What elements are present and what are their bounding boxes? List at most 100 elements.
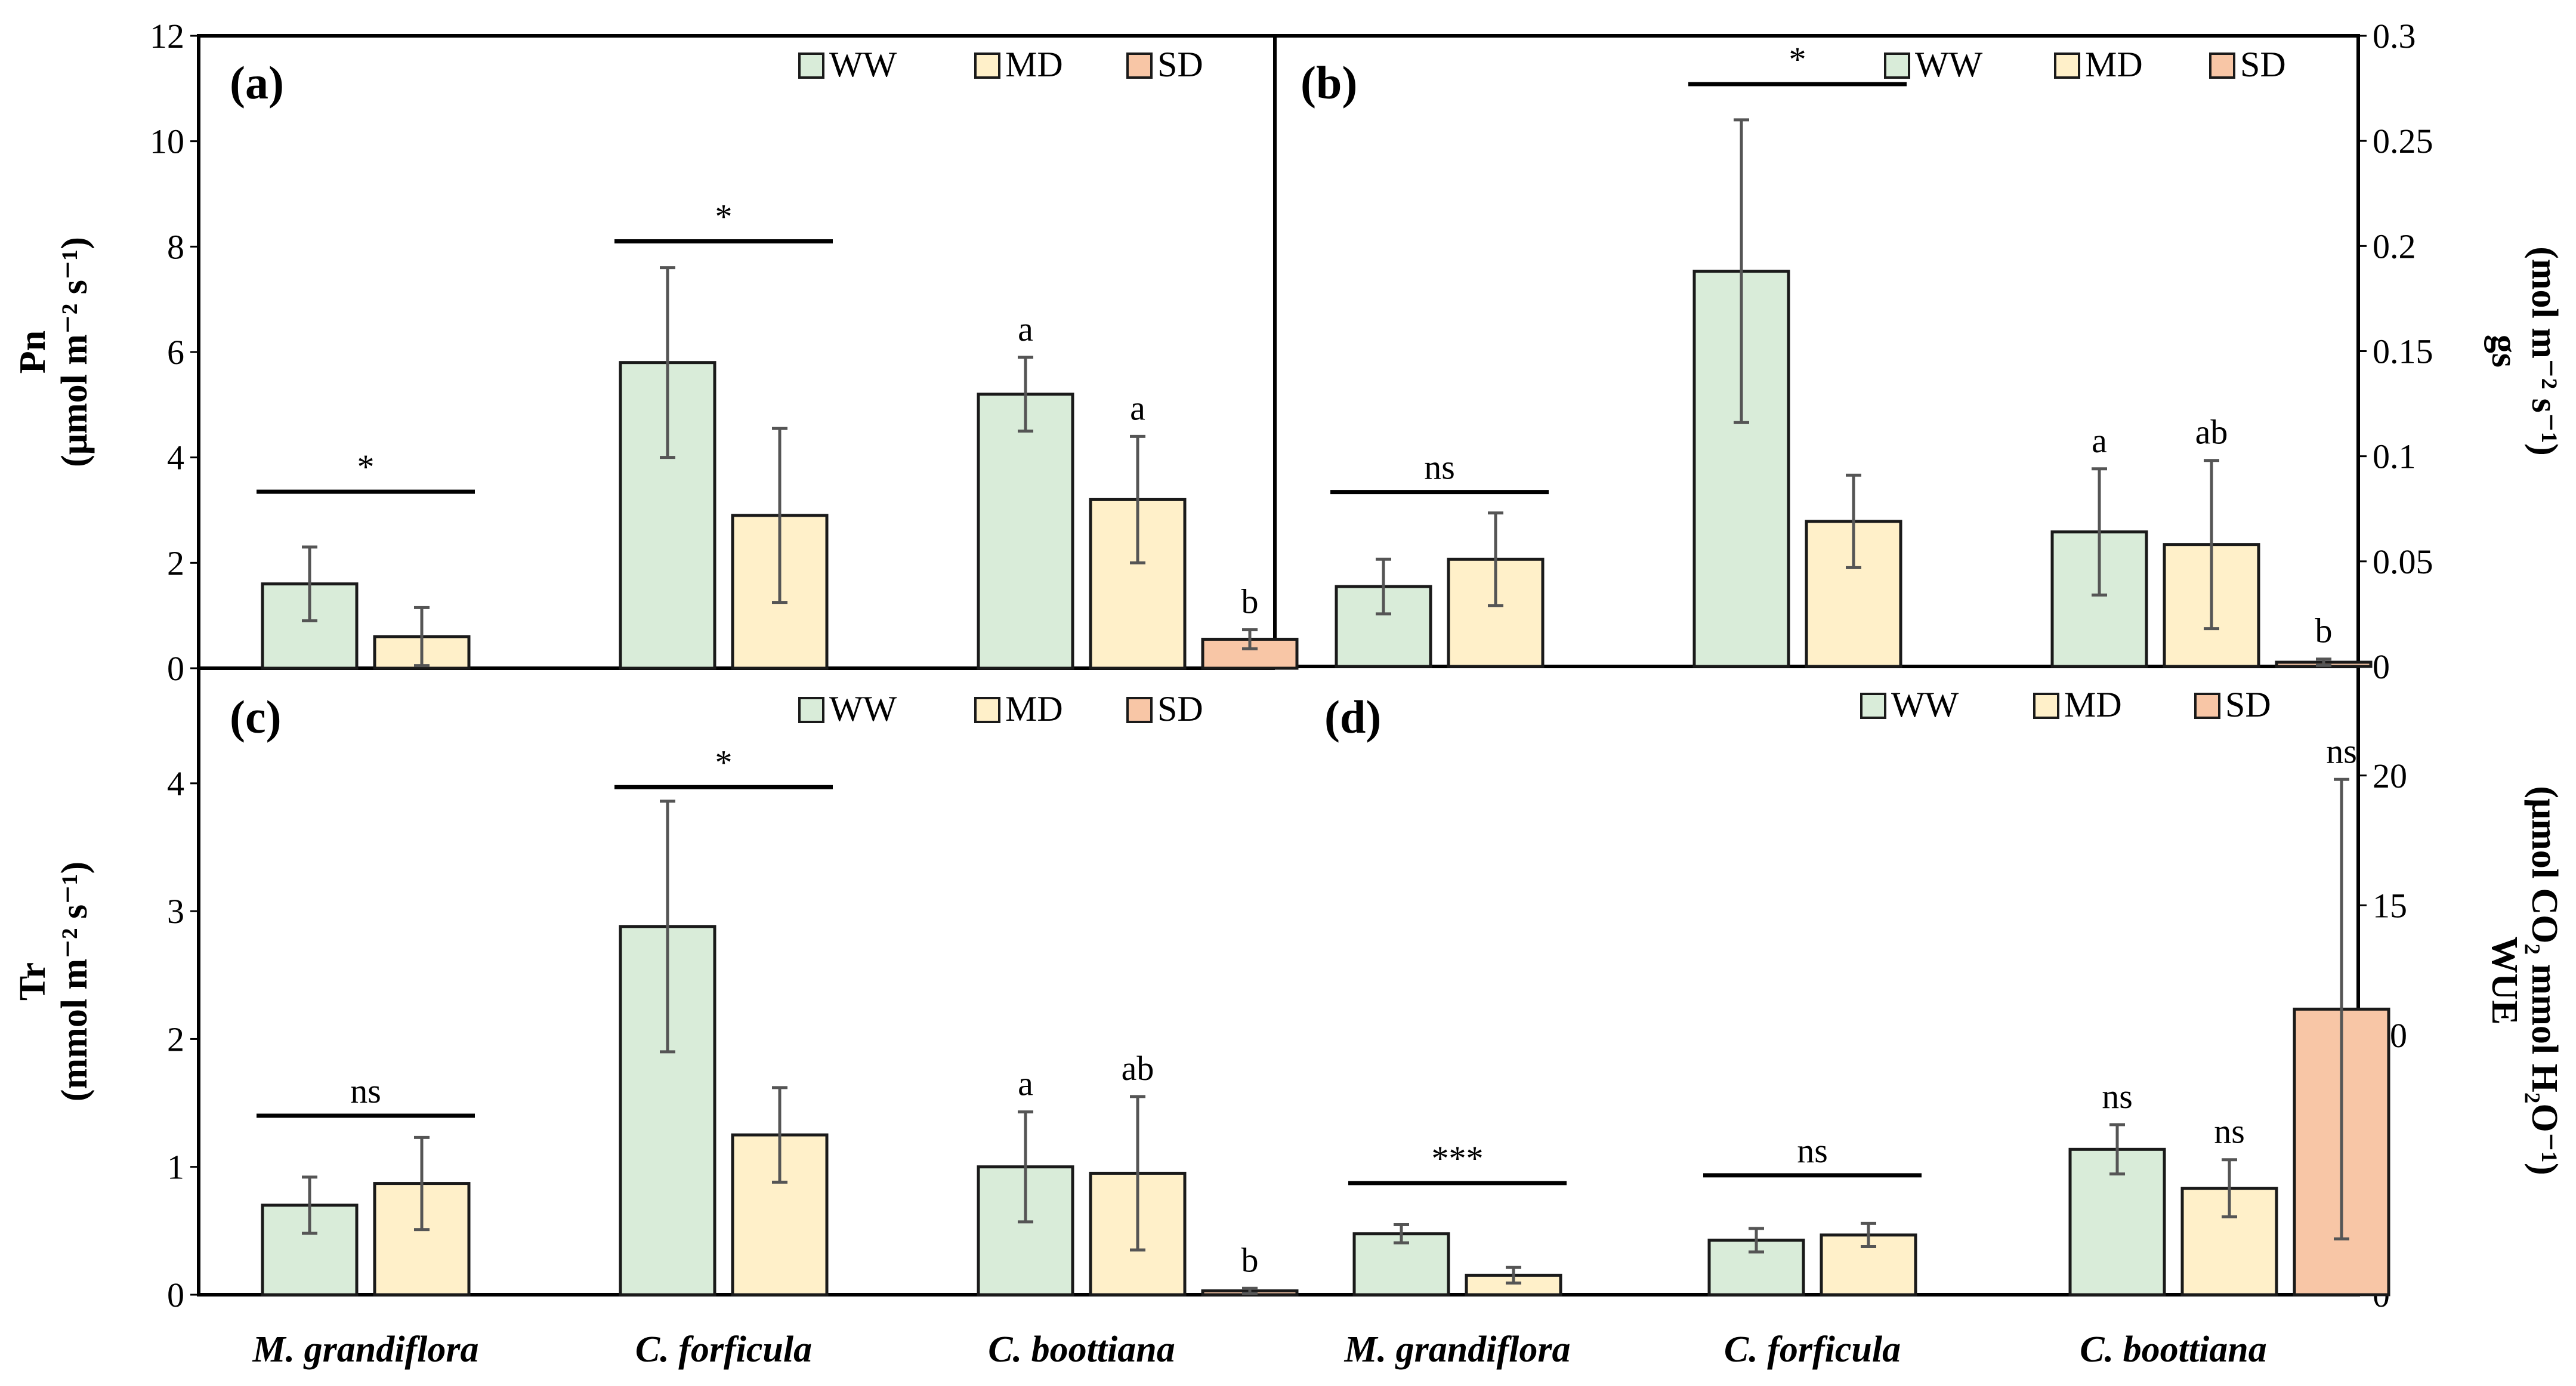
legend-swatch-ww — [1860, 693, 1886, 719]
significance-letter: b — [1241, 582, 1259, 621]
y-axis-ticks-c: 0 1 2 3 4 — [167, 764, 199, 1314]
y-tick-label: 20 — [2373, 757, 2407, 795]
significance-letter: b — [1241, 1240, 1259, 1279]
bar-ww — [2050, 530, 2148, 668]
category-group — [2050, 459, 2373, 668]
y-tick-label: 0 — [167, 649, 184, 688]
bar-ww — [1707, 1239, 1805, 1297]
panel-d: 05101520WUE(μmol CO₂ mmol H₂O⁻¹)(d)WWMDS… — [1324, 685, 2565, 1314]
legend-b: WW MD SD — [1884, 45, 2286, 84]
y-axis-title: Pn — [13, 331, 53, 373]
x-tick-label: C. boottiana — [2080, 1329, 2267, 1370]
significance-letter: a — [1018, 1064, 1033, 1103]
category-group — [2068, 777, 2390, 1297]
legend-swatch-sd — [2209, 53, 2235, 79]
y-tick-label: 6 — [167, 333, 184, 372]
panel-c: 0 1 2 3 4 Tr (mmol m⁻² s⁻¹) (c) WW MD SD ns * a ab b — [13, 689, 1299, 1314]
y-tick-label: 0.25 — [2373, 122, 2433, 160]
legend-swatch-sd — [1126, 697, 1153, 723]
panel-label: (b) — [1301, 57, 1357, 109]
significance-label: ns — [350, 1072, 381, 1110]
significance-letter: ab — [1122, 1049, 1154, 1088]
bar-ww — [977, 393, 1074, 670]
panel-label: (c) — [230, 691, 282, 743]
category-group — [1335, 511, 1545, 668]
bar-md — [1805, 520, 1902, 668]
category-group — [1352, 1223, 1562, 1297]
y-tick-label: 2 — [167, 1020, 184, 1058]
y-tick-label: 4 — [167, 764, 184, 803]
legend-d: WW MD SD — [1860, 685, 2271, 724]
y-tick-label: 3 — [167, 892, 184, 931]
category-group — [1692, 118, 1902, 668]
y-axis-unit: (mol m⁻² s⁻¹) — [2524, 246, 2565, 456]
legend-swatch-ww — [1884, 53, 1910, 79]
panel-label: (a) — [230, 57, 284, 109]
category-group — [977, 1095, 1299, 1297]
y-tick-label: 0.3 — [2373, 17, 2416, 55]
x-tick-label: M. grandiflora — [1344, 1329, 1571, 1370]
y-tick-label: 0.05 — [2373, 542, 2433, 581]
significance-label: ns — [1797, 1131, 1828, 1170]
y-tick-label: 15 — [2373, 886, 2407, 925]
legend-label-ww: WW — [1891, 685, 1959, 724]
y-tick-label: 0.15 — [2373, 332, 2433, 371]
legend-swatch-sd — [2194, 693, 2220, 719]
x-axis-labels-d: M. grandiflora C. forficula C. boottiana — [1344, 1329, 2267, 1370]
category-group — [261, 1135, 471, 1297]
y-tick-label: 4 — [167, 439, 184, 477]
legend-label-ww: WW — [829, 689, 897, 729]
panel-label: (d) — [1324, 691, 1381, 743]
legend-swatch-ww — [798, 53, 824, 79]
y-tick-label: 0.2 — [2373, 227, 2416, 266]
legend-swatch-md — [2033, 693, 2059, 719]
y-tick-label: 1 — [167, 1148, 184, 1187]
panel-a: 0 2 4 6 8 10 12 Pn (μmol m⁻² s⁻¹) (a) WW MD SD * * a a b — [13, 17, 1299, 688]
legend-label-sd: SD — [1157, 45, 1203, 84]
y-axis-unit: (μmol m⁻² s⁻¹) — [54, 237, 95, 467]
y-tick-label: 12 — [150, 17, 184, 55]
y-axis-title: Tr — [13, 962, 53, 1001]
significance-letter: a — [2092, 421, 2107, 460]
legend-swatch-md — [2054, 53, 2080, 79]
significance-letter: ns — [2326, 731, 2357, 770]
y-tick-label: 0 — [2373, 647, 2390, 686]
significance-letter: b — [2315, 612, 2333, 650]
y-axis-title: WUE — [2484, 936, 2525, 1024]
legend-label-sd: SD — [2240, 45, 2286, 84]
significance-letter: a — [1018, 310, 1033, 348]
significance-letter: a — [1130, 388, 1145, 427]
legend-label-md: MD — [1005, 45, 1063, 84]
x-tick-label: M. grandiflora — [252, 1329, 479, 1370]
panel-b: 0 0.05 0.1 0.15 0.2 0.25 0.3 gs (mol m⁻² s⁻¹) (b)… — [1301, 17, 2565, 686]
legend-swatch-md — [974, 697, 1000, 723]
legend-label-sd: SD — [2225, 685, 2271, 724]
category-group — [977, 356, 1299, 670]
legend-label-md: MD — [2064, 685, 2122, 724]
legend-swatch-ww — [798, 697, 824, 723]
significance-letter: ab — [2195, 413, 2228, 452]
y-axis-ticks-b: 0 0.05 0.1 0.15 0.2 0.25 0.3 — [2358, 17, 2433, 686]
x-tick-label: C. forficula — [1724, 1329, 1901, 1370]
category-group — [1707, 1221, 1917, 1297]
legend-a: WW MD SD — [798, 45, 1203, 84]
significance-label: * — [1789, 40, 1806, 79]
significance-letter: ns — [2102, 1077, 2133, 1116]
significance-letter: ns — [2214, 1112, 2245, 1151]
y-axis-title: gs — [2484, 335, 2525, 368]
significance-label: * — [357, 447, 375, 486]
significance-label: * — [715, 197, 733, 236]
significance-label: *** — [1432, 1139, 1484, 1178]
legend-label-md: MD — [1005, 689, 1063, 729]
legend-c: WW MD SD — [798, 689, 1203, 729]
category-group — [619, 800, 829, 1297]
y-tick-label: 8 — [167, 227, 184, 266]
x-tick-label: C. boottiana — [988, 1329, 1175, 1370]
x-tick-label: C. forficula — [635, 1329, 812, 1370]
y-axis-ticks-a: 0 2 4 6 8 10 12 — [150, 17, 199, 688]
y-tick-label: 0 — [167, 1276, 184, 1314]
y-tick-label: 2 — [167, 544, 184, 582]
